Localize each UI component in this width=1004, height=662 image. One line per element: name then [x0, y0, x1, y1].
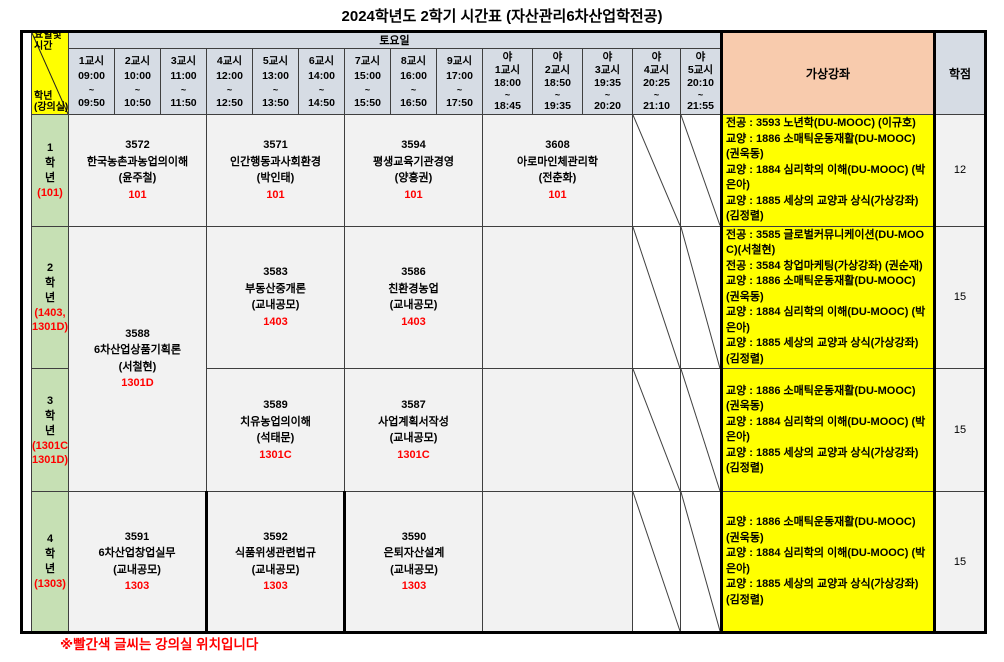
course-3583: 3583 부동산중개론 (교내공모) 1403 [206, 225, 345, 369]
course-3608: 3608 아로마인체관리학 (전춘화) 101 [482, 114, 633, 227]
period-header-6: 6교시 14:00 ~14:50 [298, 48, 345, 115]
left-gutter [21, 31, 32, 633]
corner-diagonal-line [32, 33, 68, 114]
course-3587: 3587 사업계획서작성 (교내공모) 1301C [344, 368, 483, 492]
saturday-header: 토요일 [68, 31, 722, 49]
period-header-9: 9교시 17:00 ~17:50 [436, 48, 483, 115]
period-header-4: 4교시 12:00 ~12:50 [206, 48, 253, 115]
course-3588: 3588 6차산업상품기획론 (서철현) 1301D [68, 225, 207, 492]
virtual-lectures-year4: 교양 : 1886 소매틱운동재활(DU-MOOC) (권욱동) 교양 : 18… [720, 491, 936, 633]
virtual-lectures-header: 가상강좌 [720, 31, 936, 115]
credits-year4: 15 [934, 491, 986, 633]
empty-night-slot [482, 368, 633, 492]
night-period-header-2: 야 2교시 18:50 ~19:35 [532, 48, 583, 115]
timetable: 요일및시간 학년 (강의실) 토요일 가상강좌 학점 1교시 09:00 ~09:5… [20, 30, 987, 634]
period-header-7: 7교시 15:00 ~15:50 [344, 48, 391, 115]
corner-day-grade-cell: 요일및시간 학년 (강의실) [31, 31, 69, 115]
grade-cell-year2: 2 학 년 (1403, 1301D) [31, 225, 69, 369]
night-period-header-3: 야 3교시 19:35 ~20:20 [582, 48, 633, 115]
course-3590: 3590 은퇴자산설계 (교내공모) 1303 [344, 491, 483, 633]
corner-label-day-time: 요일및시간 [34, 31, 62, 53]
period-header-2: 2교시 10:00 ~10:50 [114, 48, 161, 115]
course-3591: 3591 6차산업창업실무 (교내공모) 1303 [68, 491, 207, 633]
no-class-diagonal-cell [632, 225, 681, 369]
no-class-diagonal-cell [632, 491, 681, 633]
course-3571: 3571 인간행동과사회환경 (박인태) 101 [206, 114, 345, 227]
night-period-header-4: 야 4교시 20:25 ~21:10 [632, 48, 681, 115]
course-3586: 3586 친환경농업 (교내공모) 1403 [344, 225, 483, 369]
credits-year1: 12 [934, 114, 986, 227]
course-3594: 3594 평생교육기관경영 (양흥권) 101 [344, 114, 483, 227]
period-header-1: 1교시 09:00 ~09:50 [68, 48, 115, 115]
virtual-lectures-year1: 전공 : 3593 노년학(DU-MOOC) (이규호) 교양 : 1886 소… [720, 114, 936, 227]
no-class-diagonal-cell [680, 225, 722, 369]
credits-year3: 15 [934, 368, 986, 492]
corner-label-grade-room: 학년 (강의실) [34, 91, 69, 113]
no-class-diagonal-cell [680, 491, 722, 633]
grade-cell-year1: 1 학 년 (101) [31, 114, 69, 227]
period-header-3: 3교시 11:00 ~11:50 [160, 48, 207, 115]
no-class-diagonal-cell [632, 368, 681, 492]
night-period-header-5: 야 5교시 20:10 ~21:55 [680, 48, 722, 115]
grade-cell-year3: 3 학 년 (1301C, 1301D) [31, 368, 69, 492]
period-header-8: 8교시 16:00 ~16:50 [390, 48, 437, 115]
grade-cell-year4: 4 학 년 (1303) [31, 491, 69, 633]
credits-year2: 15 [934, 225, 986, 369]
virtual-lectures-year2: 전공 : 3585 글로벌커뮤니케이션(DU-MOOC)(서철현) 전공 : 3… [720, 225, 936, 369]
empty-night-slot [482, 491, 633, 633]
night-period-header-1: 야 1교시 18:00 ~18:45 [482, 48, 533, 115]
red-text-footnote: ※빨간색 글씨는 강의실 위치입니다 [60, 637, 259, 652]
empty-night-slot [482, 225, 633, 369]
course-3572: 3572 한국농촌과농업의이해 (윤주철) 101 [68, 114, 207, 227]
virtual-lectures-year3: 교양 : 1886 소매틱운동재활(DU-MOOC) (권욱동) 교양 : 18… [720, 368, 936, 492]
course-3592: 3592 식품위생관련법규 (교내공모) 1303 [205, 491, 346, 633]
period-header-5: 5교시 13:00 ~13:50 [252, 48, 299, 115]
no-class-diagonal-cell [680, 114, 722, 227]
credits-header: 학점 [934, 31, 986, 115]
no-class-diagonal-cell [680, 368, 722, 492]
course-3589: 3589 치유농업의이해 (석태문) 1301C [206, 368, 345, 492]
no-class-diagonal-cell [632, 114, 681, 227]
page-title: 2024학년도 2학기 시간표 (자산관리6차산업학전공) [341, 8, 663, 25]
